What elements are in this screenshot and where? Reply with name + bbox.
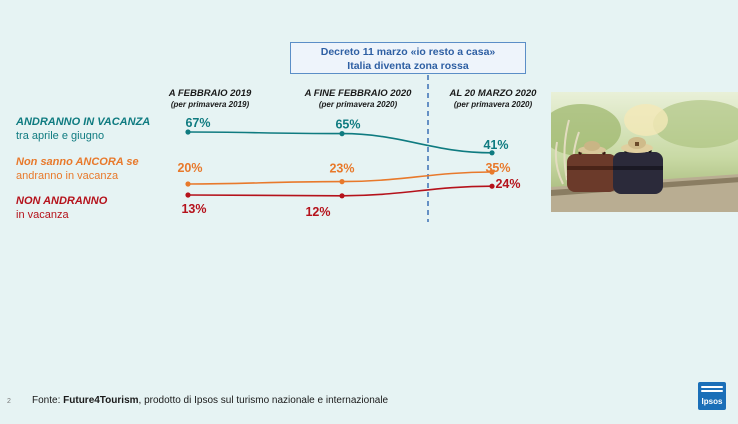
row-label-incerti: Non sanno ANCORA se andranno in vacanza xyxy=(16,155,139,183)
source-name: Future4Tourism xyxy=(63,395,139,406)
data-label-incerti-2: 23% xyxy=(329,162,354,176)
period-title: A FEBBRAIO 2019 xyxy=(168,88,252,99)
period-subtitle: (per primavera 2020) xyxy=(318,100,398,109)
data-point-incerti-3 xyxy=(489,169,495,175)
period-subtitle: (per primavera 2019) xyxy=(170,100,250,109)
decree-line-2: Italia diventa zona rossa xyxy=(347,60,469,72)
row-label-line-1: NON ANDRANNO xyxy=(16,195,108,207)
data-point-incerti-1 xyxy=(185,181,191,187)
data-label-non-3: 24% xyxy=(495,177,520,191)
data-label-incerti-3: 35% xyxy=(485,161,510,175)
data-label-non-1: 13% xyxy=(181,202,206,216)
row-label-line-2: tra aprile e giugno xyxy=(16,130,105,142)
data-point-non-3 xyxy=(489,183,495,189)
data-point-vacanza-3 xyxy=(489,150,495,156)
data-label-non-2: 12% xyxy=(305,205,330,219)
row-label-vacanza: ANDRANNO IN VACANZA tra aprile e giugno xyxy=(16,115,150,143)
ipsos-logo-text: Ipsos xyxy=(701,397,723,406)
data-label-incerti-1: 20% xyxy=(177,161,202,175)
ipsos-logo: Ipsos xyxy=(698,382,726,410)
row-label-non: NON ANDRANNO in vacanza xyxy=(16,194,107,222)
data-point-vacanza-1 xyxy=(185,129,191,135)
row-label-line-1: ANDRANNO IN VACANZA xyxy=(16,116,151,128)
data-label-vacanza-1: 67% xyxy=(185,116,210,130)
travel-bags-photo xyxy=(551,92,738,212)
source-note: Fonte: Future4Tourism, prodotto di Ipsos… xyxy=(32,395,388,406)
row-label-line-2: in vacanza xyxy=(16,209,69,221)
data-point-non-1 xyxy=(185,192,191,198)
period-header-3: AL 20 MARZO 2020 (per primavera 2020) xyxy=(432,88,554,110)
source-rest: , prodotto di Ipsos sul turismo nazional… xyxy=(138,395,389,406)
period-header-1: A FEBBRAIO 2019 (per primavera 2019) xyxy=(150,88,270,110)
data-point-incerti-2 xyxy=(339,179,345,185)
period-title: A FINE FEBBRAIO 2020 xyxy=(304,88,412,99)
page-number: 2 xyxy=(7,398,11,405)
data-label-vacanza-2: 65% xyxy=(335,118,360,132)
data-point-vacanza-2 xyxy=(339,131,345,137)
decree-line-1: Decreto 11 marzo «io resto a casa» xyxy=(320,46,496,58)
period-subtitle: (per primavera 2020) xyxy=(453,100,533,109)
period-title: AL 20 MARZO 2020 xyxy=(449,88,537,99)
period-header-2: A FINE FEBBRAIO 2020 (per primavera 2020… xyxy=(285,88,431,110)
row-label-line-2: andranno in vacanza xyxy=(16,170,119,182)
row-label-line-1: Non sanno ANCORA se xyxy=(16,156,139,168)
decree-box: Decreto 11 marzo «io resto a casa» Itali… xyxy=(290,42,526,74)
source-prefix: Fonte: xyxy=(32,395,64,406)
data-point-non-2 xyxy=(339,193,345,199)
data-label-vacanza-3: 41% xyxy=(483,138,508,152)
